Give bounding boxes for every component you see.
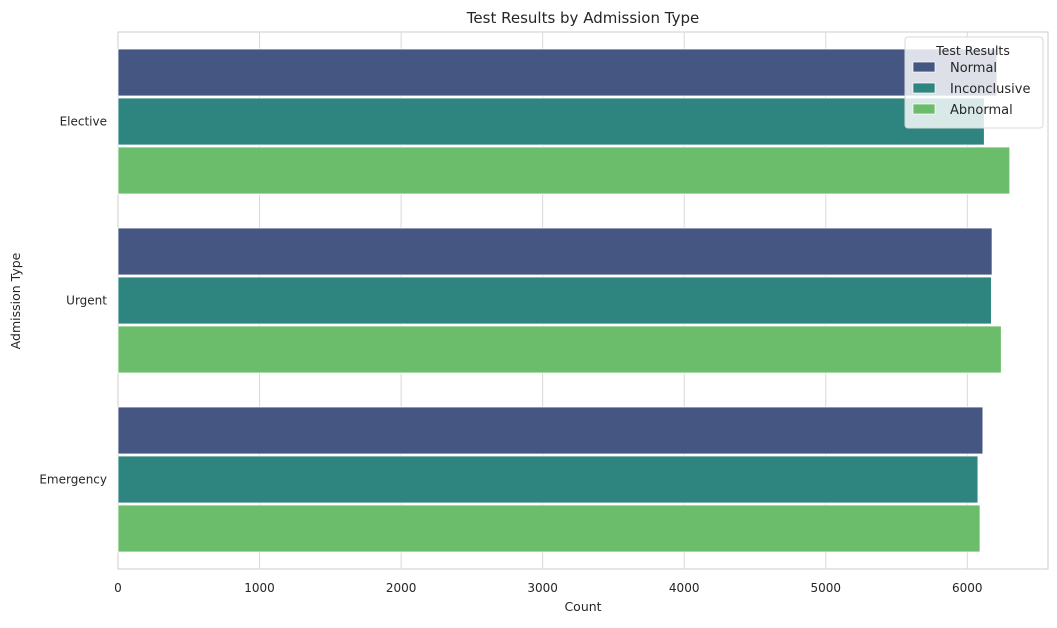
bar-emergency-inconclusive	[117, 455, 979, 504]
x-tick-label: 2000	[386, 581, 417, 595]
bar-emergency-normal	[117, 406, 984, 455]
bar-layer	[117, 48, 1011, 553]
y-tick-label: Elective	[60, 115, 107, 129]
bar-elective-normal	[117, 48, 998, 97]
x-axis-ticks: 0 1000 2000 3000 4000 5000 6000	[114, 581, 982, 595]
legend-items: Normal Inconclusive Abnormal	[912, 61, 1031, 118]
y-tick-label: Urgent	[66, 294, 107, 308]
x-tick-label: 5000	[810, 581, 841, 595]
legend-title: Test Results	[935, 43, 1010, 58]
legend-box	[904, 36, 1044, 129]
y-axis-ticks: Elective Urgent Emergency	[39, 115, 107, 487]
legend: Test Results Normal Inconclusive Abnormal	[904, 36, 1044, 129]
bar-urgent-inconclusive	[117, 276, 992, 325]
chart-title: Test Results by Admission Type	[466, 9, 699, 27]
legend-label-inconclusive: Inconclusive	[950, 82, 1031, 97]
x-tick-label: 1000	[244, 581, 275, 595]
legend-swatch-normal	[912, 61, 936, 73]
bar-elective-inconclusive	[117, 97, 985, 146]
y-axis-label: Admission Type	[8, 252, 23, 349]
legend-swatch-inconclusive	[912, 82, 936, 94]
x-tick-label: 4000	[669, 581, 700, 595]
x-axis-label: Count	[564, 599, 601, 614]
y-tick-label: Emergency	[39, 473, 107, 487]
bar-emergency-abnormal	[117, 504, 981, 553]
x-tick-label: 6000	[952, 581, 983, 595]
legend-label-abnormal: Abnormal	[950, 103, 1013, 118]
bar-urgent-normal	[117, 227, 993, 276]
legend-swatch-abnormal	[912, 103, 936, 115]
x-tick-label: 3000	[527, 581, 558, 595]
legend-label-normal: Normal	[950, 61, 997, 76]
bar-elective-abnormal	[117, 146, 1011, 195]
bar-urgent-abnormal	[117, 325, 1002, 374]
x-tick-label: 0	[114, 581, 122, 595]
